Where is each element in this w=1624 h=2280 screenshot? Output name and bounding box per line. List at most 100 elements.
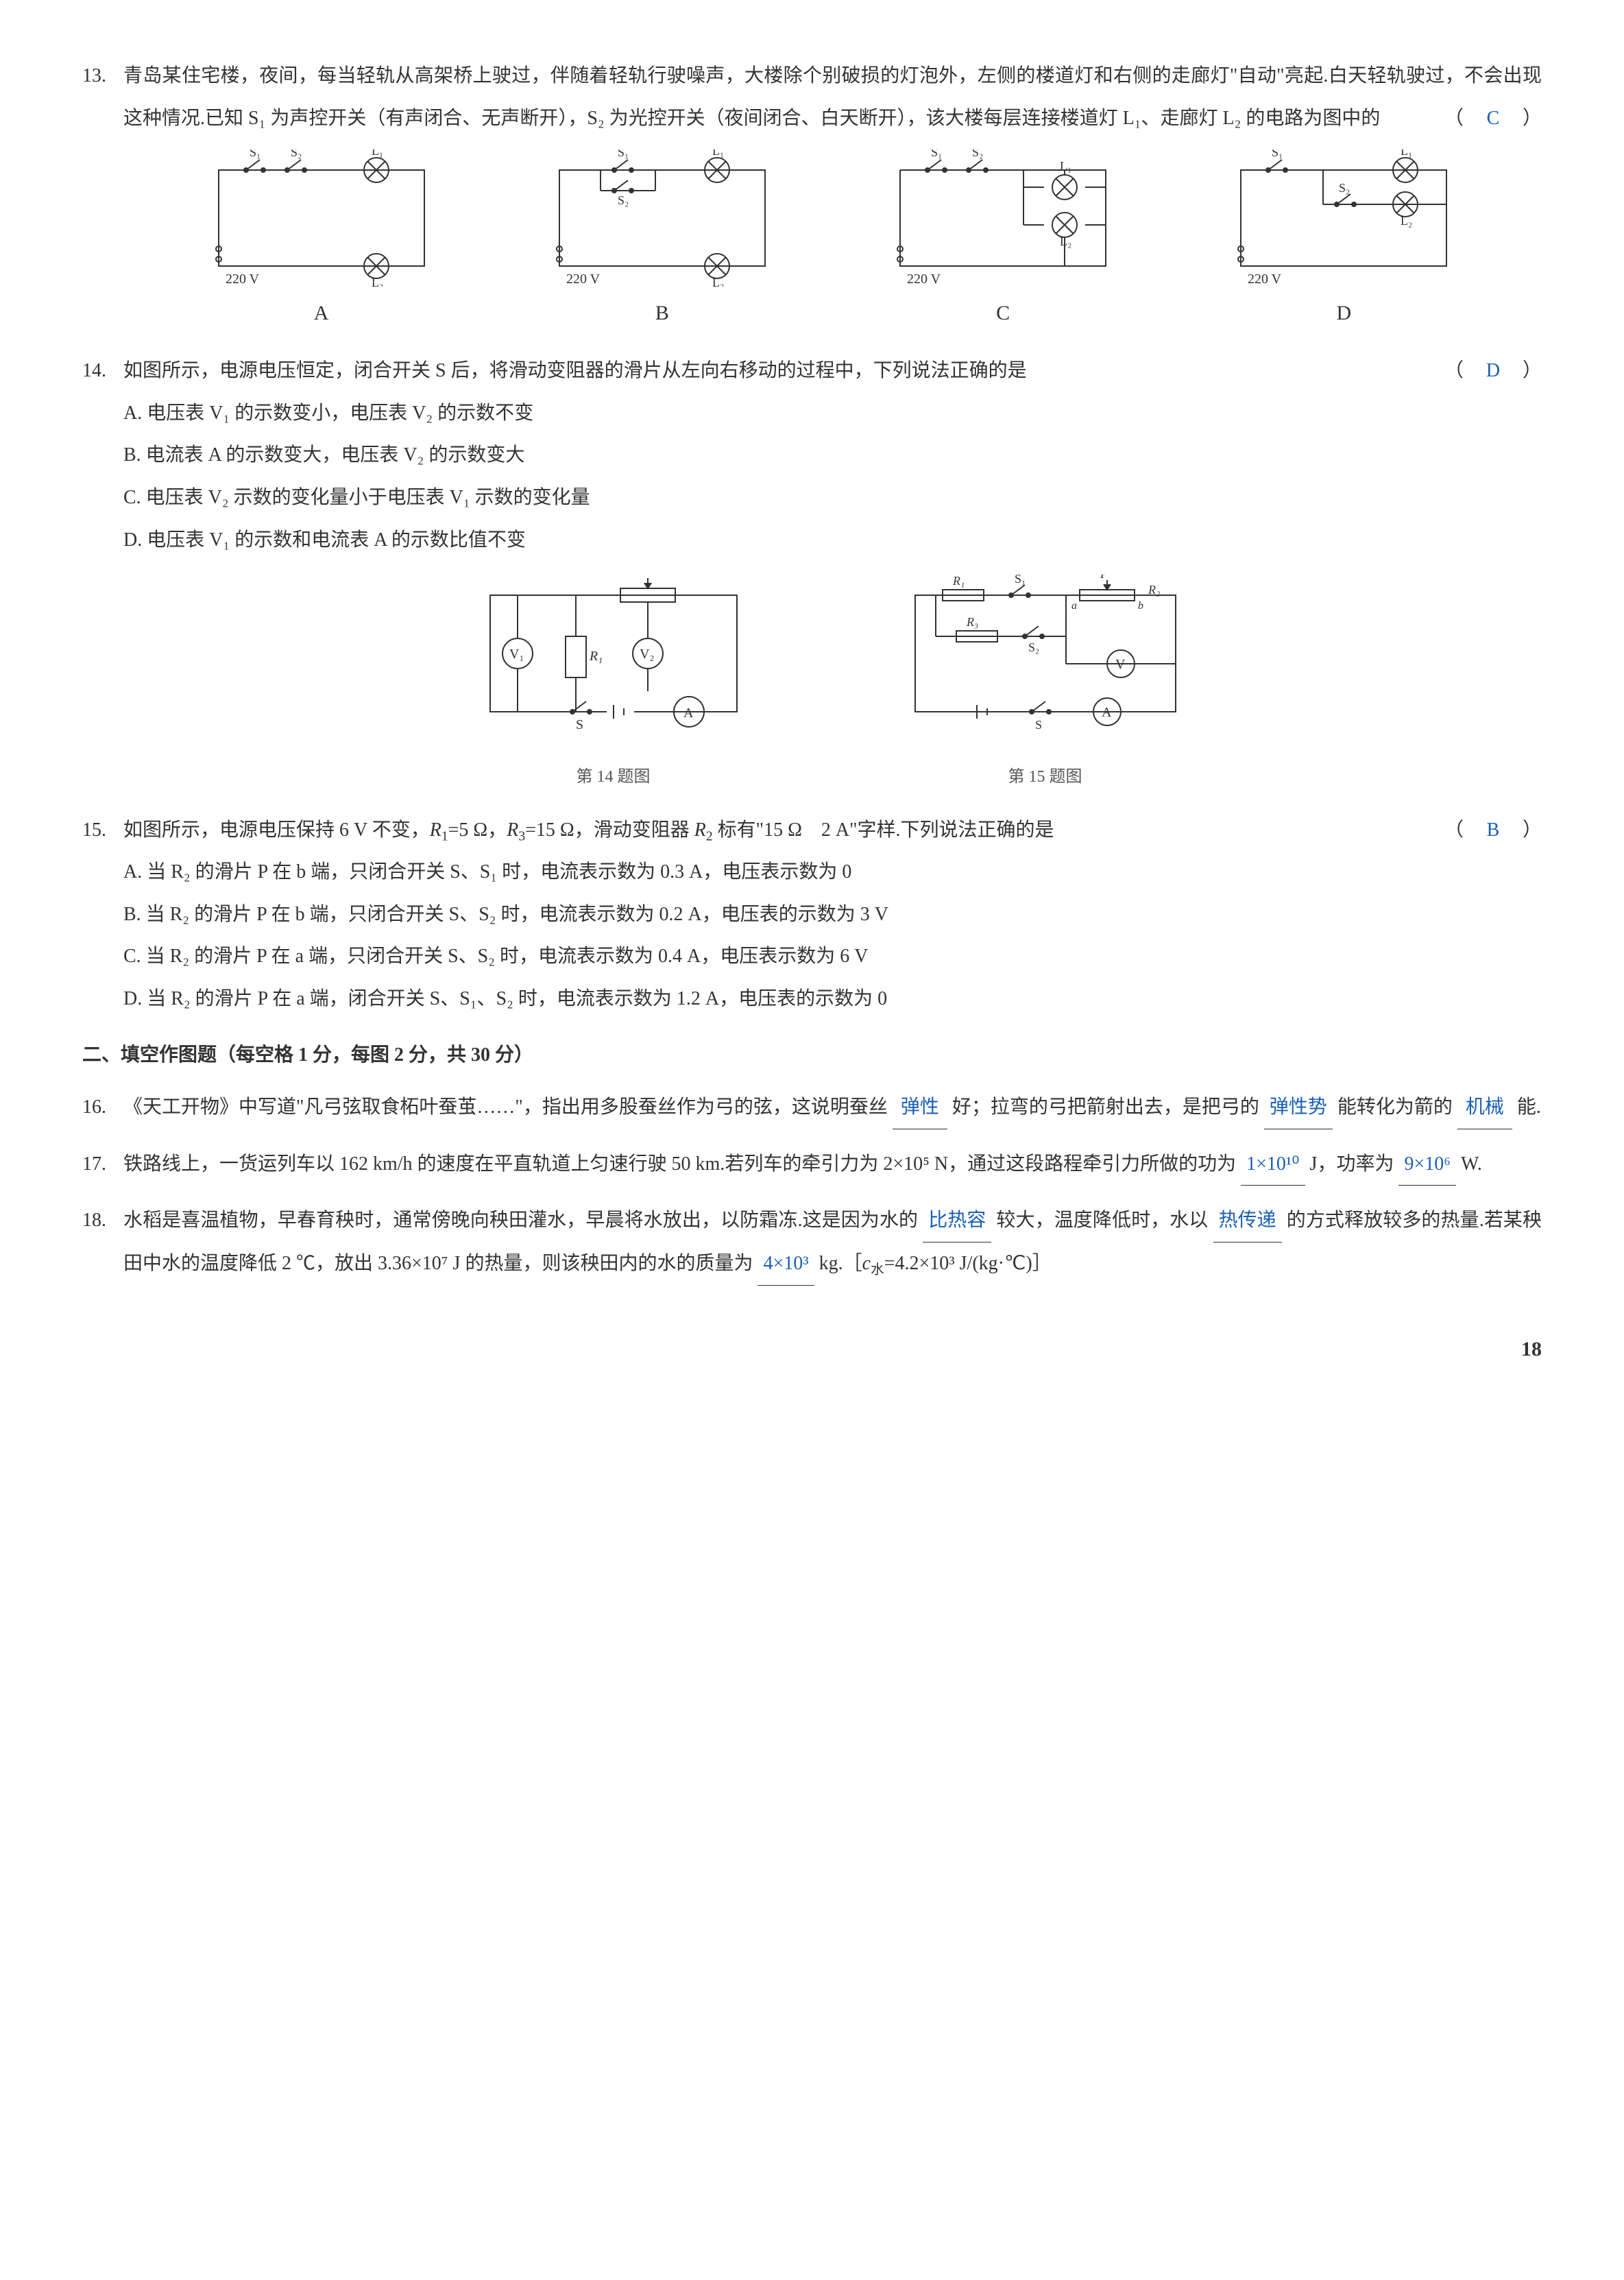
question-15: 15. 如图所示，电源电压保持 6 V 不变，R1=5 Ω，R3=15 Ω，滑动… (123, 809, 1542, 1020)
q14-body: 如图所示，电源电压恒定，闭合开关 S 后，将滑动变阻器的滑片从左向右移动的过程中… (123, 350, 1542, 392)
svg-text:L₁: L₁ (1060, 159, 1071, 173)
circuit-a-label: A (151, 291, 492, 336)
svg-text:S₁: S₁ (618, 149, 629, 159)
svg-text:L₂: L₂ (1060, 235, 1071, 248)
q17-body: 铁路线上，一货运列车以 162 km/h 的速度在平直轨道上匀速行驶 50 km… (123, 1143, 1542, 1186)
q13-body: 青岛某住宅楼，夜间，每当轻轨从高架桥上驶过，伴随着轻轨行驶噪声，大楼除个别破损的… (123, 55, 1542, 139)
svg-text:A: A (1102, 705, 1112, 720)
q14-figure: V₁ R₁ V₂ S (470, 575, 758, 795)
q17-blank-2: 9×10⁶ (1398, 1143, 1456, 1186)
circuit-b-label: B (492, 291, 832, 336)
q14-text: 如图所示，电源电压恒定，闭合开关 S 后，将滑动变阻器的滑片从左向右移动的过程中… (123, 360, 1027, 381)
q15-fig-caption: 第 15 题图 (895, 759, 1196, 795)
q13-answer: C (1483, 97, 1503, 140)
page-number: 18 (123, 1327, 1542, 1372)
section-2-header: 二、填空作图题（每空格 1 分，每图 2 分，共 30 分） (82, 1034, 1542, 1077)
q15-text-4: 标有"15 Ω 2 A"字样.下列说法正确的是 (713, 819, 1054, 841)
q14-opt-a: A. 电压表 V₁ 的示数变小，电压表 V₂ 的示数不变 (123, 392, 1542, 435)
svg-text:S₁: S₁ (1272, 149, 1283, 159)
circuit-a-svg: S₁ S₂ L₁ L₂ 220 V (191, 149, 452, 287)
q14-answer: D (1483, 350, 1503, 392)
q15-circuit-svg: R₁ S₁ P a b R₂ R₃ (895, 575, 1196, 739)
q13-circuit-row: S₁ S₂ L₁ L₂ 220 V A (123, 149, 1542, 336)
svg-text:L₂: L₂ (1401, 214, 1412, 228)
question-16: 16. 《天工开物》中写道"凡弓弦取食柘叶蚕茧……"，指出用多股蚕丝作为弓的弦，… (123, 1086, 1542, 1129)
svg-text:P: P (1100, 575, 1108, 581)
svg-text:S: S (1035, 718, 1042, 732)
q13-number: 13. (82, 55, 106, 97)
q13-answer-paren: （ C ） (1444, 97, 1542, 140)
svg-text:S₂: S₂ (972, 149, 983, 159)
q18-text-5: =4.2×10³ J/(kg·℃)］ (884, 1253, 1052, 1274)
svg-text:L₁: L₁ (1401, 149, 1412, 158)
q16-blank-1: 弹性 (893, 1086, 947, 1129)
q18-blank-2: 热传递 (1213, 1199, 1282, 1243)
q16-blank-2: 弹性势 (1264, 1086, 1333, 1129)
question-17: 17. 铁路线上，一货运列车以 162 km/h 的速度在平直轨道上匀速行驶 5… (123, 1143, 1542, 1186)
svg-text:R₂: R₂ (1148, 583, 1160, 597)
svg-text:S: S (576, 717, 583, 732)
svg-text:S₂: S₂ (618, 193, 629, 207)
svg-text:a: a (1071, 600, 1077, 612)
q17-text-3: W. (1461, 1153, 1482, 1175)
circuit-b: S₁ S₂ L₁ L₂ 220 V B (492, 149, 832, 336)
circuit-c-svg: S₁ S₂ L₁ L₂ 220 V (873, 149, 1133, 287)
question-13: 13. 青岛某住宅楼，夜间，每当轻轨从高架桥上驶过，伴随着轻轨行驶噪声，大楼除个… (123, 55, 1542, 336)
svg-text:V: V (1115, 657, 1126, 672)
q18-text-2: 较大，温度降低时，水以 (996, 1210, 1208, 1231)
svg-text:L₂: L₂ (712, 276, 724, 287)
circuit-b-svg: S₁ S₂ L₁ L₂ 220 V (532, 149, 792, 287)
q16-number: 16. (82, 1086, 106, 1129)
q15-text-2: =5 Ω， (448, 819, 507, 841)
voltage-c: 220 V (907, 272, 941, 287)
q14-circuit-svg: V₁ R₁ V₂ S (470, 575, 758, 739)
q18-blank-1: 比热容 (923, 1199, 991, 1243)
voltage-d: 220 V (1248, 272, 1282, 287)
q16-text-4: 能. (1517, 1096, 1541, 1118)
circuit-d-label: D (1174, 291, 1514, 336)
svg-text:L₁: L₁ (712, 149, 724, 158)
q15-number: 15. (82, 809, 106, 852)
circuit-d: S₁ S₂ L₁ L₂ 220 V D (1174, 149, 1514, 336)
q14-number: 14. (82, 350, 106, 392)
q15-answer: B (1483, 809, 1503, 852)
q15-text-1: 如图所示，电源电压保持 6 V 不变， (123, 819, 430, 841)
q15-answer-paren: （ B ） (1444, 809, 1542, 852)
svg-text:S₂: S₂ (1339, 181, 1350, 195)
q15-opt-a: A. 当 R₂ 的滑片 P 在 b 端，只闭合开关 S、S₁ 时，电流表示数为 … (123, 851, 1542, 893)
q15-text-3: =15 Ω，滑动变阻器 (525, 819, 694, 841)
q14-opt-c: C. 电压表 V₂ 示数的变化量小于电压表 V₁ 示数的变化量 (123, 477, 1542, 519)
svg-text:R₁: R₁ (589, 649, 603, 664)
voltage-b: 220 V (566, 272, 601, 287)
q15-body: 如图所示，电源电压保持 6 V 不变，R1=5 Ω，R3=15 Ω，滑动变阻器 … (123, 809, 1542, 852)
q17-number: 17. (82, 1143, 106, 1186)
circuit-c-label: C (833, 291, 1174, 336)
q18-body: 水稻是喜温植物，早春育秧时，通常傍晚向秧田灌水，早晨将水放出，以防霜冻.这是因为… (123, 1199, 1542, 1285)
svg-text:V₁: V₁ (509, 647, 524, 662)
svg-text:S₁: S₁ (1015, 575, 1026, 586)
q16-text-3: 能转化为箭的 (1337, 1096, 1453, 1118)
q18-number: 18. (82, 1199, 106, 1242)
svg-text:S₁: S₁ (931, 149, 942, 159)
q15-opt-c: C. 当 R₂ 的滑片 P 在 a 端，只闭合开关 S、S₂ 时，电流表示数为 … (123, 935, 1542, 978)
q17-text-2: J，功率为 (1310, 1153, 1394, 1175)
svg-text:R₃: R₃ (966, 615, 978, 629)
q15-opt-b: B. 当 R₂ 的滑片 P 在 b 端，只闭合开关 S、S₂ 时，电流表示数为 … (123, 893, 1542, 936)
svg-text:A: A (683, 706, 694, 721)
q15-opt-d: D. 当 R₂ 的滑片 P 在 a 端，闭合开关 S、S₁、S₂ 时，电流表示数… (123, 978, 1542, 1020)
q16-text-1: 《天工开物》中写道"凡弓弦取食柘叶蚕茧……"，指出用多股蚕丝作为弓的弦，这说明蚕… (123, 1096, 888, 1118)
q14-q15-figures: V₁ R₁ V₂ S (123, 575, 1542, 795)
circuit-a: S₁ S₂ L₁ L₂ 220 V A (151, 149, 492, 336)
q17-blank-1: 1×10¹⁰ (1241, 1143, 1305, 1186)
voltage-a: 220 V (226, 272, 260, 287)
q18-text-4: kg.［ (819, 1253, 862, 1274)
svg-text:S₁: S₁ (250, 149, 260, 159)
question-18: 18. 水稻是喜温植物，早春育秧时，通常傍晚向秧田灌水，早晨将水放出，以防霜冻.… (123, 1199, 1542, 1285)
svg-text:L₁: L₁ (372, 149, 383, 158)
q18-blank-3: 4×10³ (758, 1243, 814, 1286)
svg-text:R₁: R₁ (952, 575, 965, 588)
circuit-d-svg: S₁ S₂ L₁ L₂ 220 V (1213, 149, 1474, 287)
q14-answer-paren: （ D ） (1444, 350, 1542, 392)
svg-text:b: b (1138, 600, 1143, 612)
question-14: 14. 如图所示，电源电压恒定，闭合开关 S 后，将滑动变阻器的滑片从左向右移动… (123, 350, 1542, 795)
